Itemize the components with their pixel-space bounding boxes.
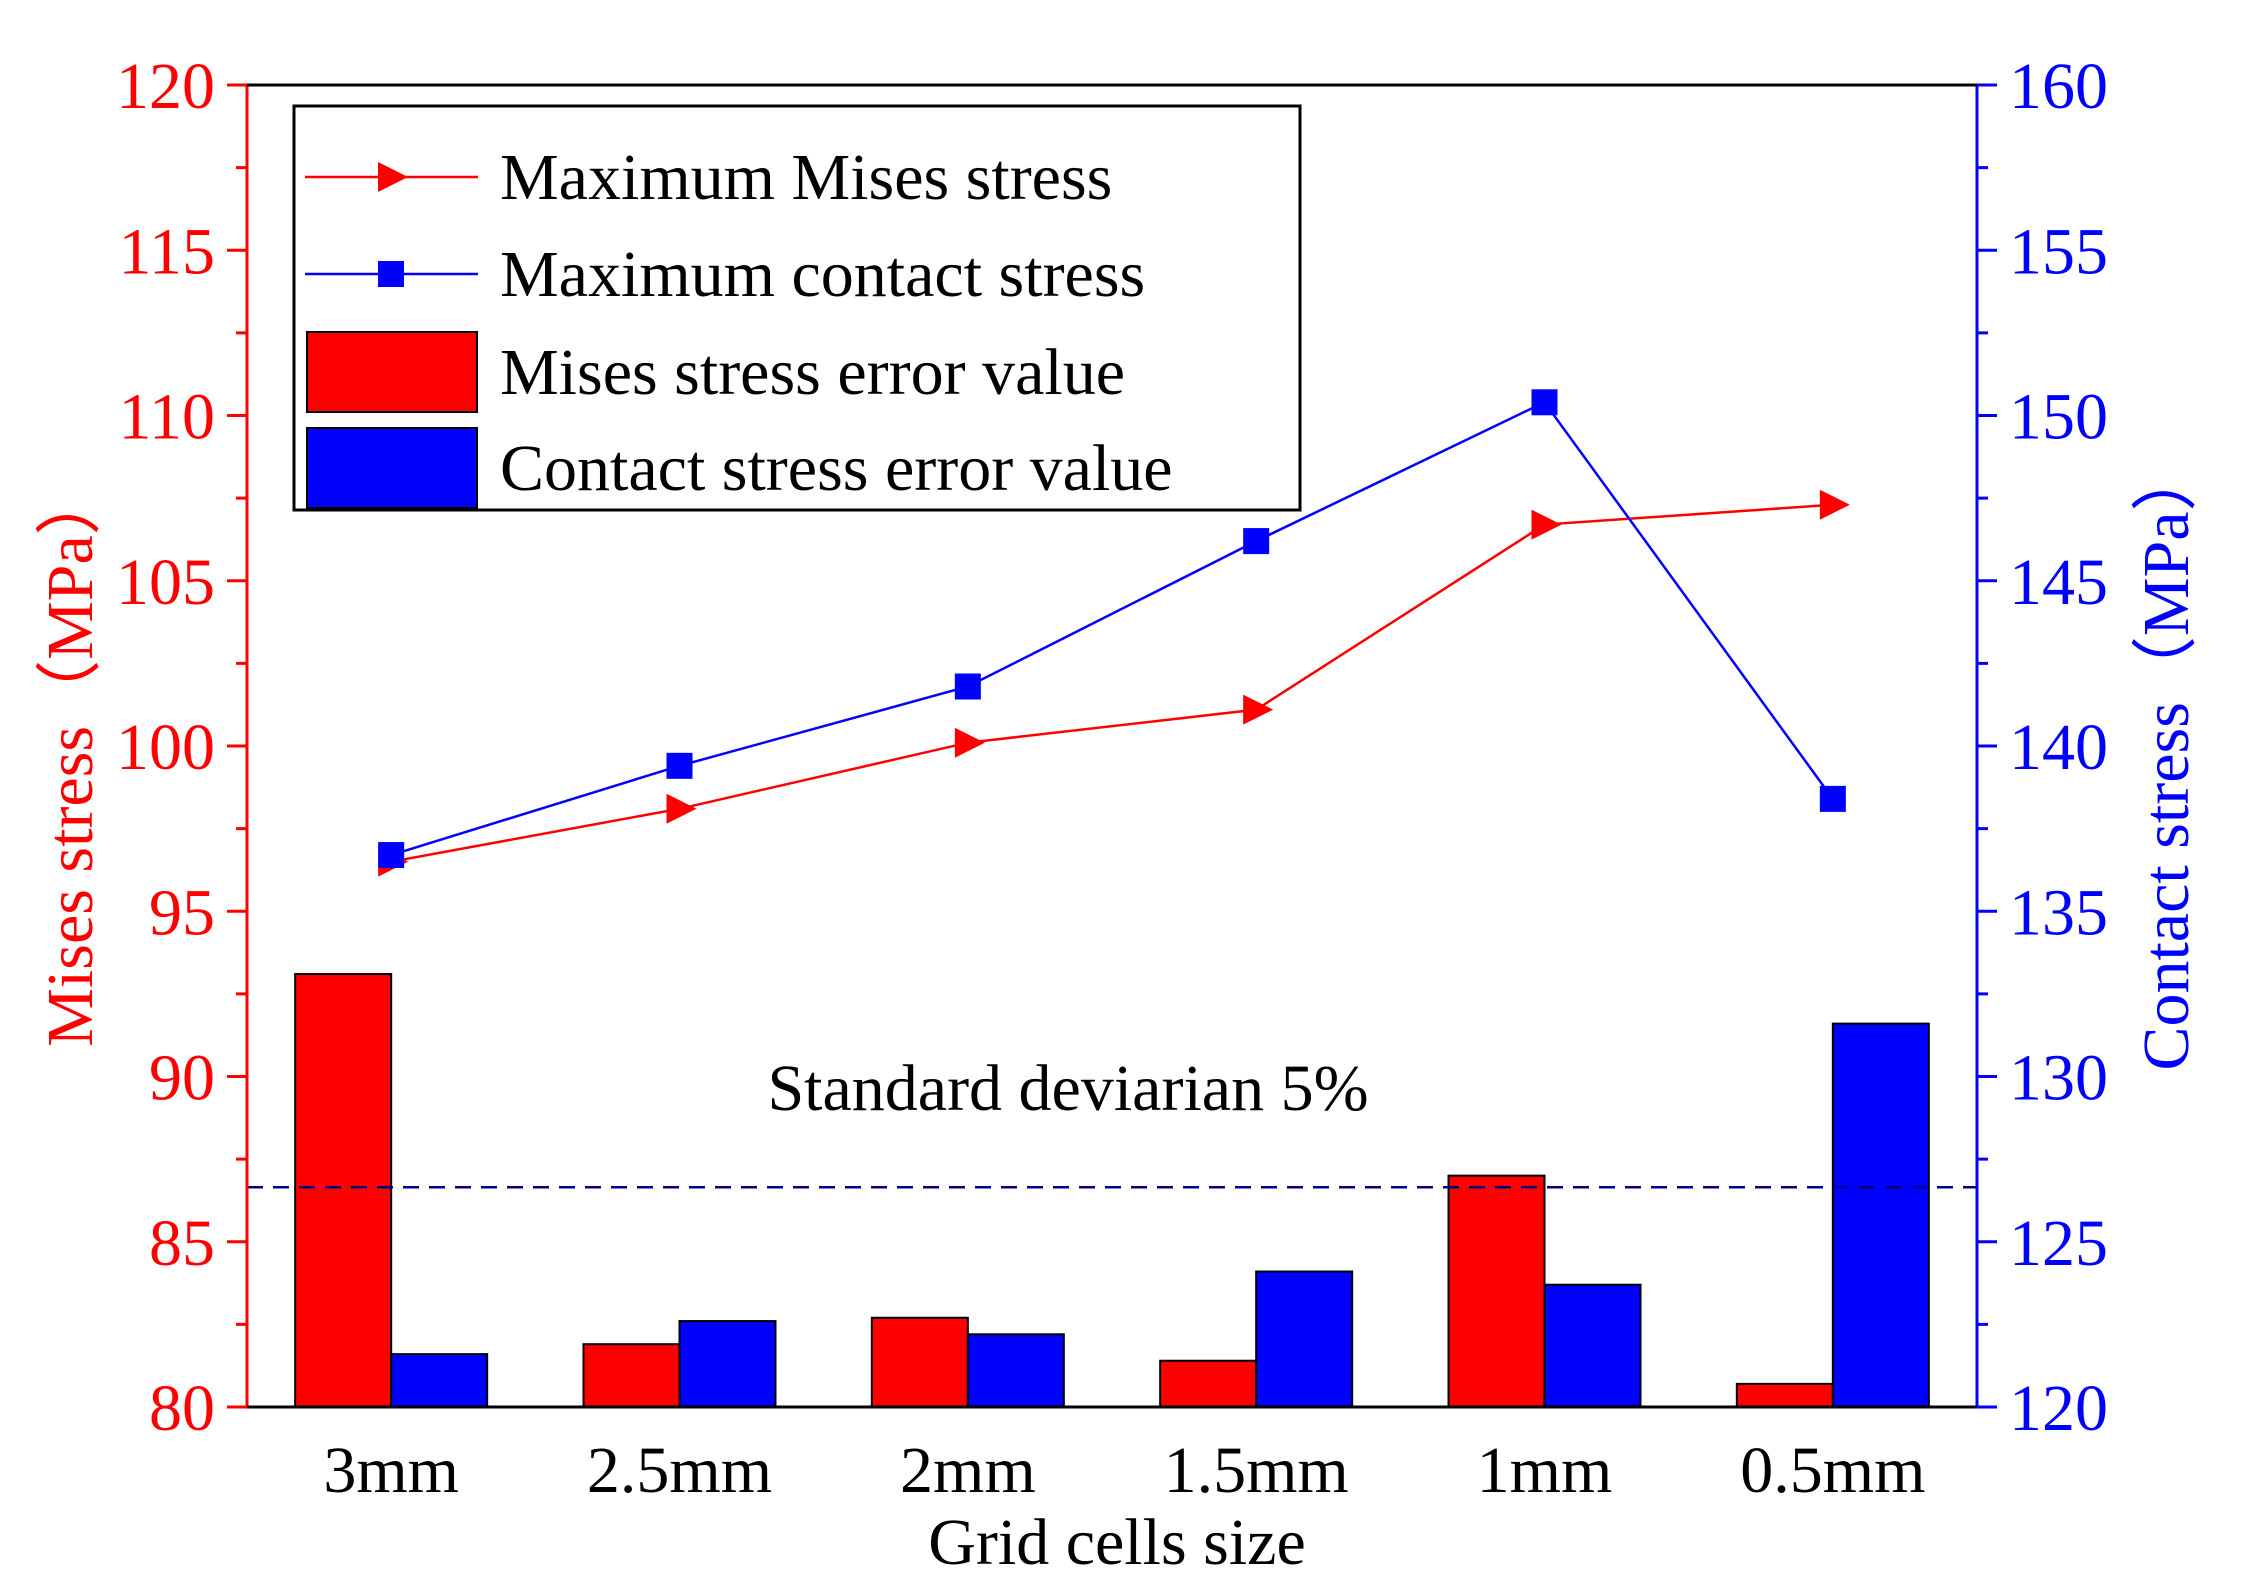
left-y-tick-label: 120 [116, 50, 215, 123]
right-y-tick-label: 145 [2009, 546, 2108, 619]
right-y-tick-label: 135 [2009, 876, 2108, 949]
mises-error-bar [582, 1343, 681, 1408]
legend-marker-square [378, 261, 404, 287]
contact-stress-point [954, 673, 981, 700]
contact-stress-point [1531, 389, 1558, 416]
axes-layer: 80 85 90 95 100 105 110 115 120 120 125 130 135 140 14… [116, 50, 2108, 1507]
x-tick-label: 1.5mm [1164, 1434, 1349, 1507]
contact-error-bar [678, 1320, 777, 1408]
mises-error-bar [1447, 1174, 1546, 1409]
mises-error-bar [1735, 1382, 1834, 1408]
x-tick-label: 3mm [323, 1434, 459, 1507]
legend-label: Mises stress error value [500, 336, 1125, 409]
mises-stress-point [954, 727, 985, 758]
contact-error-bar [1831, 1022, 1930, 1408]
left-y-tick-label: 110 [118, 381, 215, 454]
legend-swatch [306, 331, 478, 413]
right-y-axis-label: Contact stress（MPa） [2130, 445, 2203, 1070]
contact-error-bar [1255, 1270, 1354, 1408]
x-tick-label: 2.5mm [587, 1434, 772, 1507]
left-y-tick-label: 95 [149, 876, 215, 949]
contact-stress-point [378, 842, 405, 869]
contact-stress-point [666, 752, 693, 779]
x-tick-label: 2mm [900, 1434, 1036, 1507]
mises-error-bar [1159, 1359, 1258, 1408]
contact-error-bar [1543, 1283, 1642, 1408]
legend-swatch [306, 427, 478, 509]
mises-stress-point [1243, 694, 1274, 725]
reference-line-label: Standard deviarian 5% [767, 1052, 1368, 1125]
mises-error-bar [870, 1316, 969, 1409]
legend: Maximum Mises stress Maximum contact stre… [292, 104, 1302, 512]
mises-stress-line [390, 503, 1833, 863]
right-y-tick-label: 140 [2009, 711, 2108, 784]
left-y-axis-label: Mises stress（MPa） [34, 469, 107, 1047]
x-tick-label: 1mm [1477, 1434, 1613, 1507]
left-y-tick-label: 115 [118, 215, 215, 288]
x-axis-label: Grid cells size [928, 1506, 1306, 1579]
left-y-tick-label: 100 [116, 711, 215, 784]
right-y-tick-label: 160 [2009, 50, 2108, 123]
legend-label: Contact stress error value [500, 432, 1173, 505]
left-y-tick-label: 105 [116, 546, 215, 619]
mises-error-bar [294, 973, 393, 1408]
right-y-tick-label: 130 [2009, 1042, 2108, 1115]
contact-stress-point [1243, 528, 1270, 555]
left-y-tick-label: 90 [149, 1042, 215, 1115]
left-y-tick-label: 85 [149, 1207, 215, 1280]
left-y-tick-label: 80 [149, 1372, 215, 1445]
legend-marker-triangle [378, 162, 408, 192]
legend-label: Maximum contact stress [500, 238, 1145, 311]
bars-layer [294, 973, 1930, 1409]
right-y-tick-label: 120 [2009, 1372, 2108, 1445]
mises-stress-point [1531, 509, 1562, 540]
contact-error-bar [966, 1333, 1065, 1409]
x-tick-label: 0.5mm [1740, 1434, 1925, 1507]
mises-stress-point [1819, 489, 1850, 520]
right-y-tick-label: 150 [2009, 381, 2108, 454]
contact-error-bar [390, 1353, 489, 1408]
lines-layer [378, 389, 1850, 877]
contact-stress-line [390, 400, 1834, 857]
contact-stress-point [1819, 785, 1846, 812]
mises-stress-point [666, 793, 697, 824]
right-y-tick-label: 155 [2009, 215, 2108, 288]
right-y-tick-label: 125 [2009, 1207, 2108, 1280]
legend-label: Maximum Mises stress [500, 141, 1112, 214]
